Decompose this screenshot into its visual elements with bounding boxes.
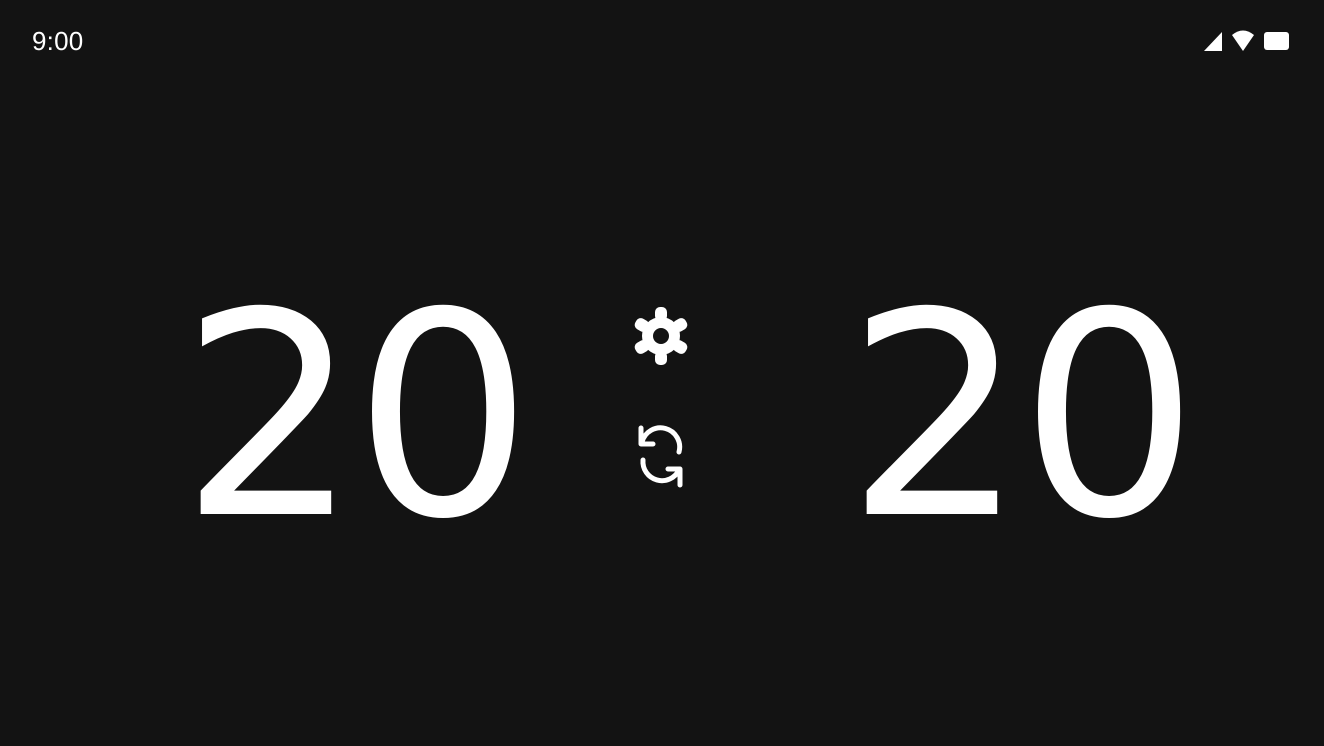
refresh-icon xyxy=(636,424,686,488)
settings-button[interactable] xyxy=(627,302,695,370)
right-score[interactable]: 20 xyxy=(846,252,1199,581)
reset-button[interactable] xyxy=(627,422,695,490)
battery-icon xyxy=(1263,30,1290,52)
status-icons xyxy=(1203,30,1290,52)
status-time: 9:00 xyxy=(32,26,84,56)
left-score[interactable]: 20 xyxy=(180,252,533,581)
status-bar: 9:00 xyxy=(0,0,1324,80)
cellular-signal-icon xyxy=(1203,30,1223,52)
gear-icon xyxy=(634,304,688,368)
wifi-icon xyxy=(1231,30,1255,52)
